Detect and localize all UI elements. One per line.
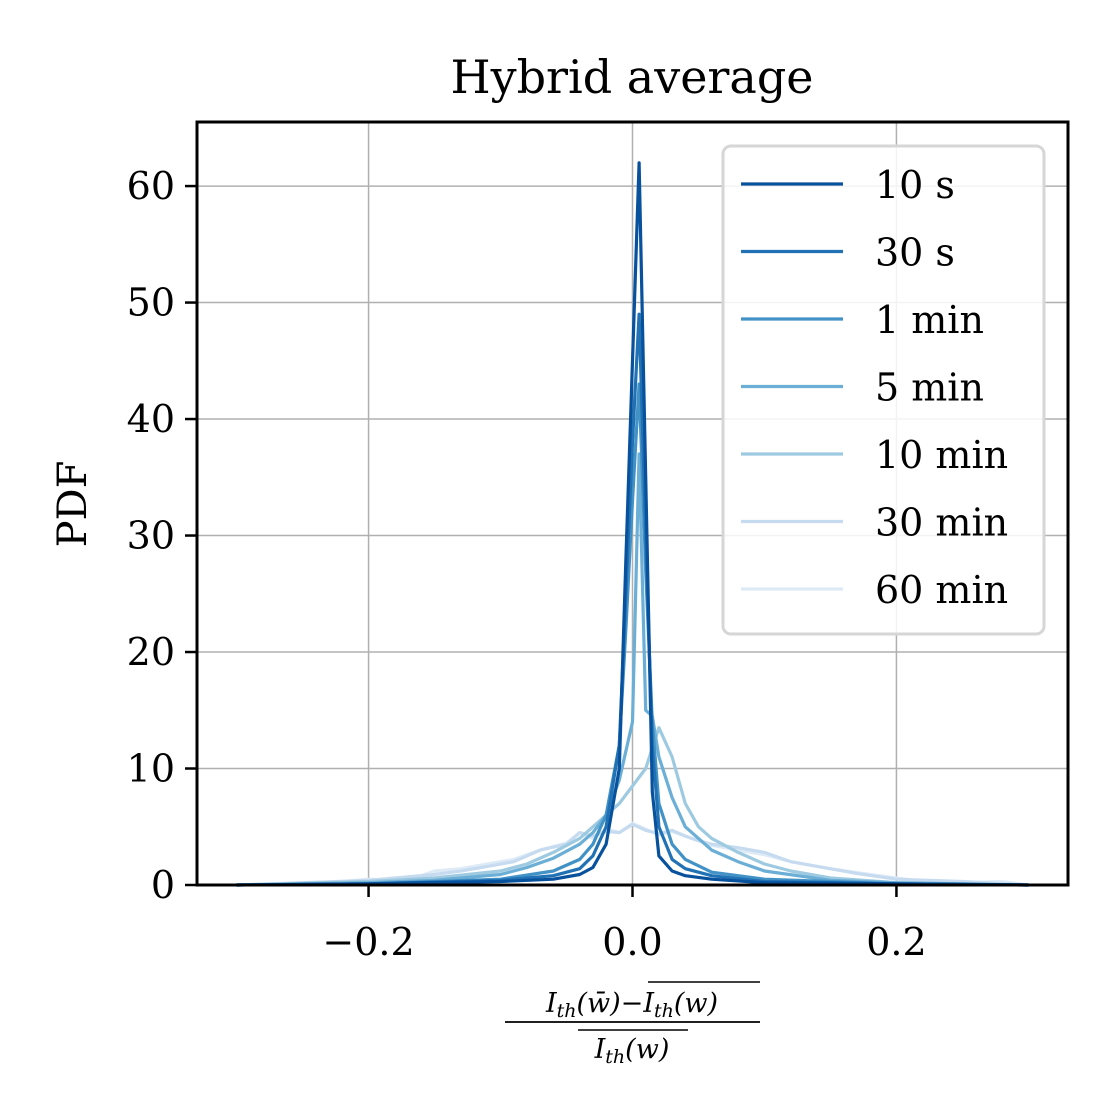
legend-label: 5 min — [875, 366, 984, 410]
y-tick-label: 60 — [127, 164, 175, 208]
series-line-30-s — [236, 312, 1029, 887]
series-line-10-min — [236, 726, 1029, 887]
y-tick-label: 30 — [127, 514, 175, 558]
y-tick-label: 0 — [151, 863, 175, 907]
legend-label: 30 s — [875, 231, 955, 275]
legend-label: 1 min — [875, 298, 984, 342]
x-axis-label: Ith(w̄)−Ith(w) Ith(w) — [505, 981, 760, 1068]
series-line-30-min — [236, 822, 1029, 887]
legend-label: 10 min — [875, 433, 1008, 477]
chart-title: Hybrid average — [450, 50, 813, 104]
x-tick-label: 0.2 — [866, 920, 926, 964]
y-axis-label: PDF — [50, 461, 96, 548]
legend-box — [721, 144, 1046, 636]
x-tick-label: −0.2 — [322, 920, 414, 964]
series-line-10-s — [236, 161, 1029, 887]
x-tick-label: 0.0 — [602, 920, 662, 964]
legend-label: 10 s — [875, 163, 955, 207]
legend-label: 30 min — [875, 501, 1008, 545]
y-tick-label: 20 — [127, 630, 175, 674]
axis-ticks: 0 10 20 30 40 50 60 −0.2 0.0 0.2 — [127, 164, 927, 964]
y-tick-label: 40 — [127, 397, 175, 441]
y-tick-label: 50 — [127, 281, 175, 325]
series-line-1-min — [236, 382, 1029, 887]
series-line-5-min — [236, 452, 1029, 887]
x-label-numerator: Ith(w̄)−Ith(w) — [545, 988, 718, 1022]
legend: 10 s 30 s 1 min 5 min 10 min 30 min 60 min — [721, 144, 1046, 636]
y-tick-label: 10 — [127, 747, 175, 791]
x-label-denominator: Ith(w) — [594, 1034, 670, 1068]
legend-label: 60 min — [875, 568, 1008, 612]
series-lines — [236, 161, 1029, 887]
